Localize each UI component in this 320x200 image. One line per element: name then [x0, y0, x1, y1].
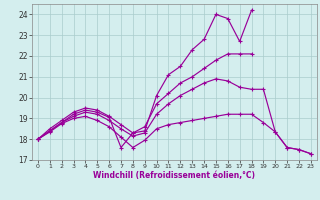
X-axis label: Windchill (Refroidissement éolien,°C): Windchill (Refroidissement éolien,°C): [93, 171, 255, 180]
